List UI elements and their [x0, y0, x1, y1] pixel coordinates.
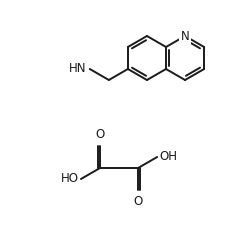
Text: O: O — [134, 195, 143, 208]
Text: N: N — [181, 29, 190, 43]
Text: OH: OH — [159, 150, 177, 164]
Text: O: O — [96, 128, 104, 141]
Text: HO: HO — [61, 172, 79, 186]
Text: HN: HN — [69, 62, 87, 76]
